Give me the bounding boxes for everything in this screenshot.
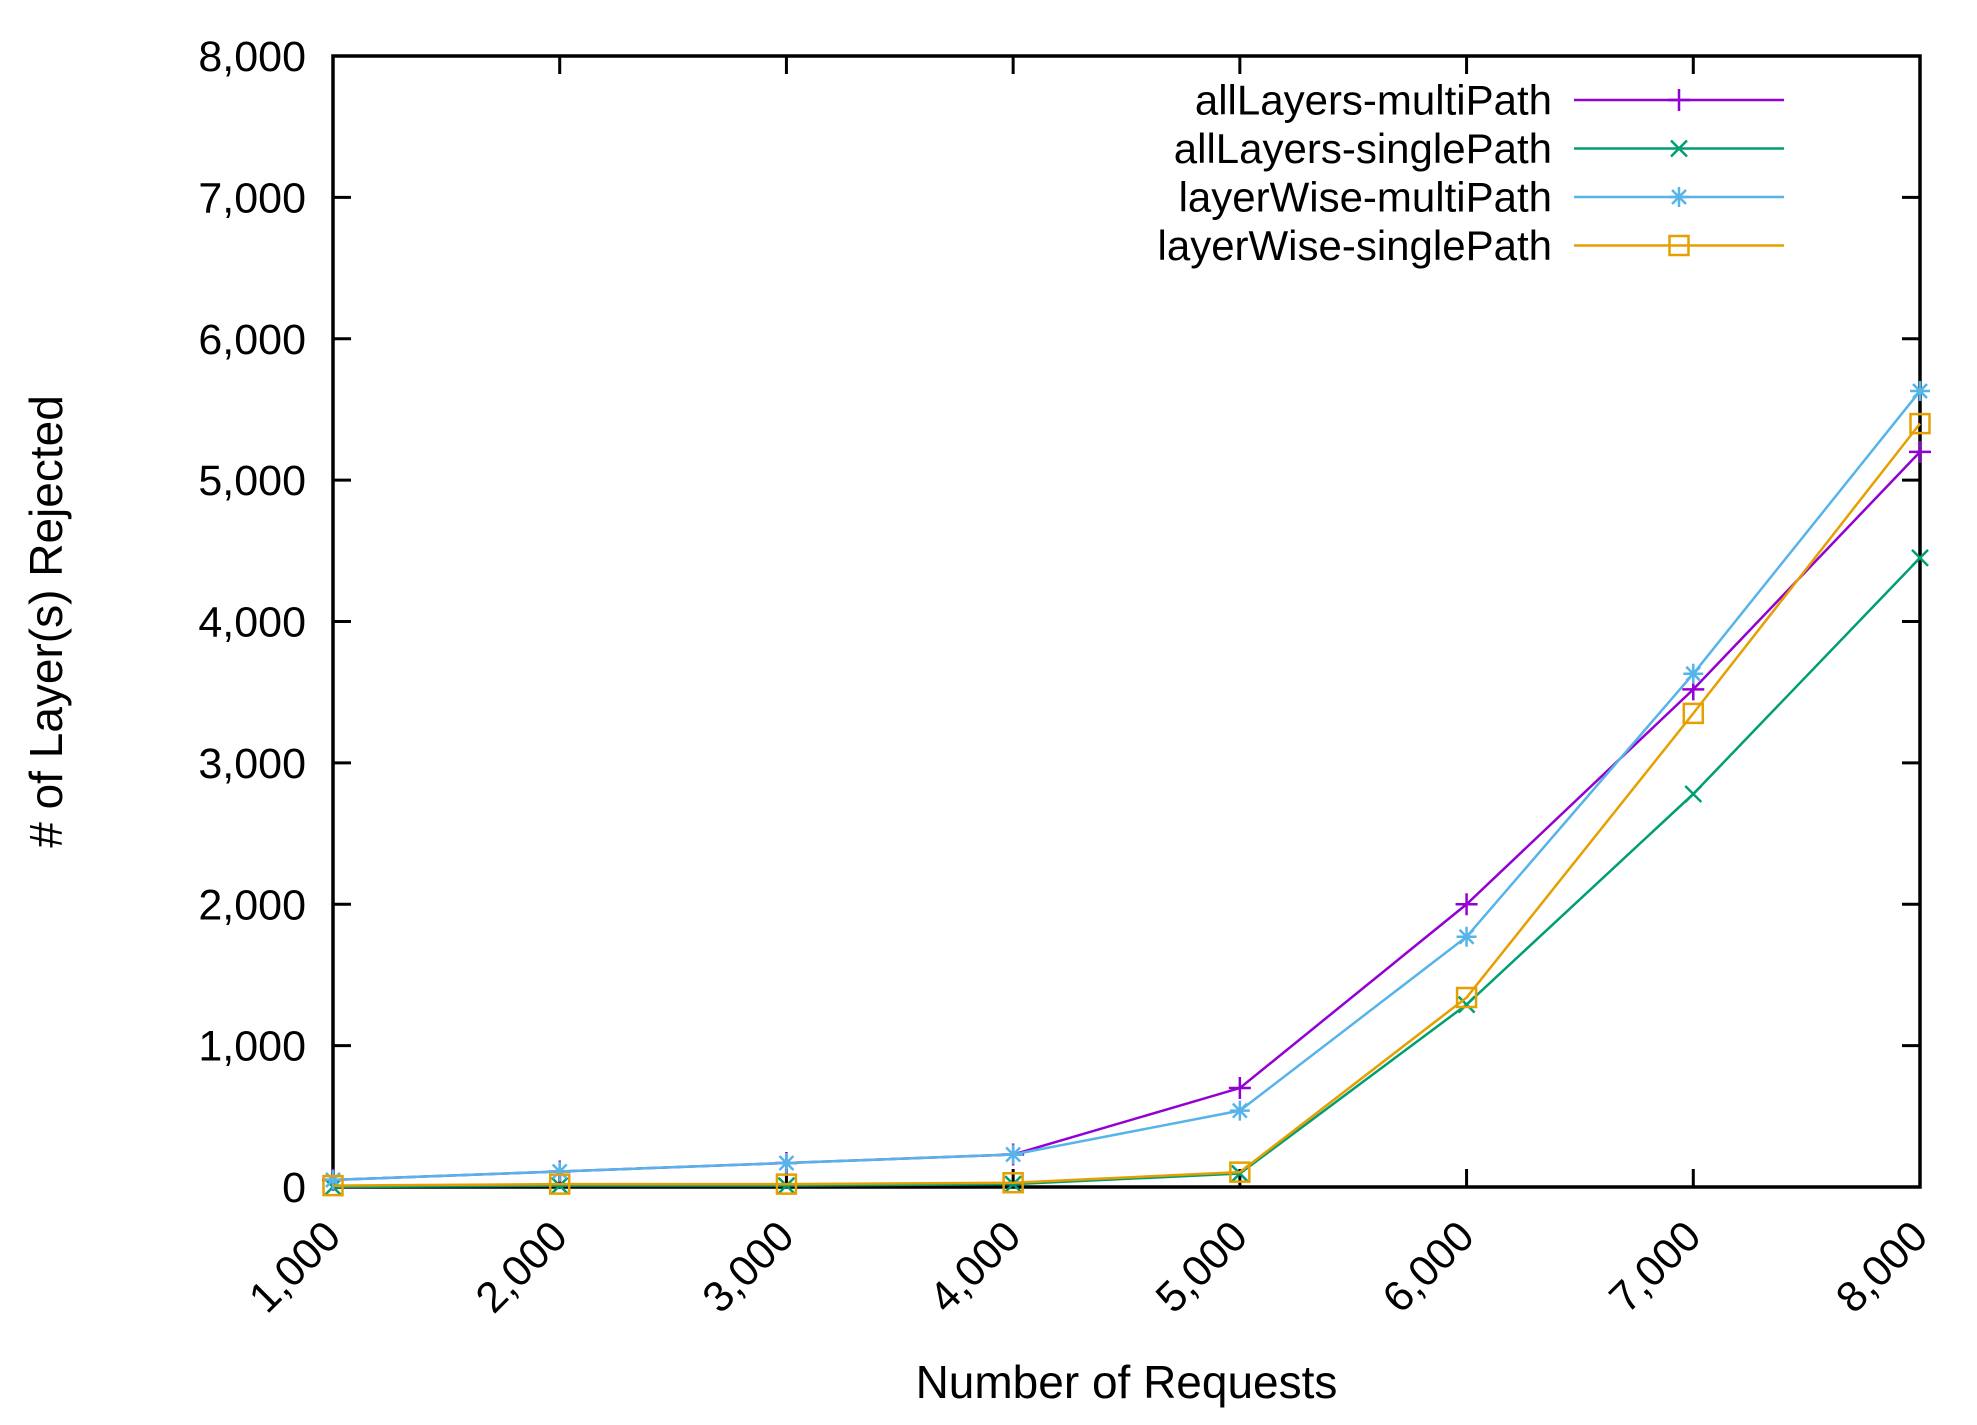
y-tick-label: 6,000 xyxy=(198,316,306,364)
square-marker xyxy=(548,1173,571,1195)
y-tick-label: 4,000 xyxy=(198,599,306,647)
legend-item-allLayers-multiPath: allLayers-multiPath xyxy=(1195,77,1784,124)
cross-marker xyxy=(1670,139,1688,158)
plus-marker xyxy=(1228,1077,1251,1100)
series-line xyxy=(332,422,1921,1187)
cross-marker xyxy=(1457,995,1476,1014)
asterisk-marker xyxy=(1669,187,1689,207)
y-tick-label: 1,000 xyxy=(198,1023,306,1071)
cross-marker xyxy=(550,1176,569,1195)
series-line xyxy=(332,557,1921,1189)
square-marker xyxy=(775,1173,798,1195)
square-marker xyxy=(1002,1172,1024,1194)
plus-marker xyxy=(1668,89,1690,111)
x-axis-title: Number of Requests xyxy=(916,1356,1338,1408)
legend-label: layerWise-singlePath xyxy=(1158,222,1553,269)
asterisk-marker xyxy=(776,1152,797,1173)
series-layerWise-multiPath xyxy=(323,381,1930,1190)
square-marker xyxy=(1682,702,1705,725)
asterisk-marker xyxy=(1910,381,1930,402)
y-tick-label: 7,000 xyxy=(198,174,306,222)
square-marker xyxy=(1455,986,1478,1009)
series-line xyxy=(332,390,1921,1182)
asterisk-marker xyxy=(1229,1100,1250,1121)
cross-marker xyxy=(777,1176,796,1195)
asterisk-marker xyxy=(1003,1144,1024,1165)
square-marker xyxy=(1668,234,1690,257)
square-marker xyxy=(322,1174,344,1197)
legend-label: layerWise-multiPath xyxy=(1179,174,1552,221)
asterisk-marker xyxy=(1683,663,1704,684)
legend-item-layerWise-multiPath: layerWise-multiPath xyxy=(1179,174,1784,221)
y-tick-label: 2,000 xyxy=(198,881,306,929)
y-tick-label: 8,000 xyxy=(198,33,306,81)
cross-marker xyxy=(1004,1175,1023,1194)
cross-marker xyxy=(1684,785,1703,803)
legend-item-layerWise-singlePath: layerWise-singlePath xyxy=(1158,222,1784,269)
legend: allLayers-multiPathallLayers-singlePathl… xyxy=(1158,77,1784,269)
square-marker xyxy=(1229,1161,1251,1183)
plus-marker xyxy=(1909,440,1931,463)
y-tick-label: 3,000 xyxy=(198,740,306,788)
y-axis: 0 1,000 2,000 3,000 4,000 5,000 6,000 7,000 8,00… xyxy=(198,33,1920,1212)
series-layerWise-singlePath xyxy=(322,412,1931,1197)
asterisk-marker xyxy=(1456,926,1477,947)
series-allLayers-singlePath xyxy=(324,548,1929,1196)
y-tick-label: 0 xyxy=(282,1164,306,1212)
y-axis-title: # of Layer(s) Rejected xyxy=(20,395,72,848)
legend-item-allLayers-singlePath: allLayers-singlePath xyxy=(1174,125,1784,172)
asterisk-marker xyxy=(549,1161,570,1182)
cross-marker xyxy=(1911,548,1929,567)
plus-marker xyxy=(1455,893,1478,916)
y-tick-label: 5,000 xyxy=(198,457,306,505)
legend-label: allLayers-singlePath xyxy=(1174,125,1552,172)
square-marker xyxy=(1909,412,1931,435)
asterisk-marker xyxy=(323,1169,343,1190)
legend-label: allLayers-multiPath xyxy=(1195,77,1552,124)
